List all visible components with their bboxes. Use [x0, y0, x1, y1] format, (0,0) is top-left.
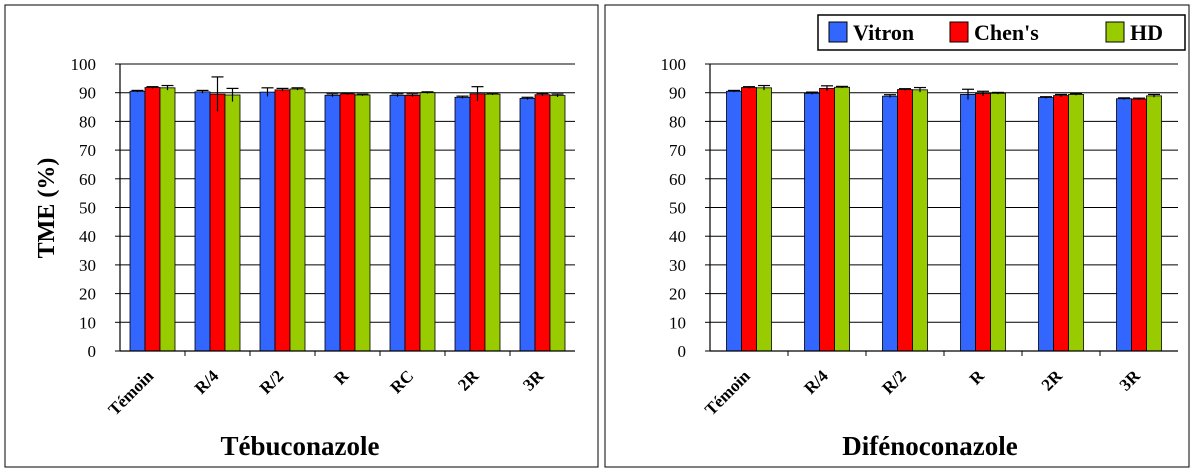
bar-hd-3r	[1146, 95, 1162, 352]
bar-vitron-t-moin	[129, 90, 146, 352]
bar-chen-s-r-2	[274, 89, 291, 352]
bar-vitron-r-2	[882, 95, 898, 352]
bar-hd-r-2	[912, 89, 928, 352]
y-tick-label: 30	[79, 256, 96, 275]
bar-vitron-3r	[1116, 98, 1132, 352]
bar-vitron-rc	[389, 94, 406, 352]
bar-chen-s-t-moin	[144, 87, 161, 352]
bar-chen-s-2r	[1053, 95, 1069, 352]
y-tick-label: 50	[79, 199, 96, 218]
bar-hd-r-2	[289, 88, 306, 352]
y-tick-label: 60	[79, 170, 96, 189]
bar-chen-s-rc	[404, 94, 421, 352]
bar-hd-r-4	[224, 94, 241, 352]
y-tick-label: 70	[669, 141, 686, 160]
bar-chen-s-r-4	[819, 87, 835, 352]
bar-vitron-r	[960, 94, 976, 352]
bar-chen-s-2r	[469, 93, 486, 352]
bar-vitron-2r	[1038, 97, 1054, 352]
bar-vitron-2r	[454, 96, 471, 352]
bar-chen-s-r	[339, 93, 356, 352]
y-tick-label: 90	[79, 84, 96, 103]
right-x-axis-title: Difénoconazole	[842, 431, 1017, 461]
legend: Vitron Chen's HD	[817, 14, 1186, 51]
y-tick-label: 10	[79, 313, 96, 332]
y-tick-label: 0	[678, 342, 687, 361]
bar-hd-t-moin	[159, 87, 176, 352]
bar-chen-s-r	[975, 93, 991, 352]
bar-hd-2r	[1068, 94, 1084, 352]
bar-vitron-r-4	[804, 92, 820, 352]
y-tick-label: 80	[79, 112, 96, 131]
bar-chen-s-t-moin	[741, 87, 757, 352]
left-x-axis-title: Tébuconazole	[221, 431, 380, 461]
y-tick-label: 0	[88, 342, 97, 361]
y-tick-label: 20	[669, 285, 686, 304]
bar-hd-rc	[419, 92, 436, 352]
y-tick-label: 60	[669, 170, 686, 189]
bar-chen-s-r-4	[209, 93, 226, 352]
bar-hd-r	[990, 92, 1006, 352]
legend-swatch-chens	[949, 21, 969, 43]
bar-hd-r-4	[834, 86, 850, 352]
bar-vitron-3r	[519, 98, 536, 352]
y-tick-label: 10	[669, 313, 686, 332]
legend-label-chens: Chen's	[974, 20, 1039, 45]
y-tick-label: 30	[669, 256, 686, 275]
bar-hd-3r	[549, 95, 566, 352]
bar-vitron-r	[324, 94, 341, 352]
legend-label-vitron: Vitron	[853, 20, 914, 45]
legend-swatch-hd	[1105, 21, 1125, 43]
bar-hd-t-moin	[756, 87, 772, 352]
y-tick-label: 20	[79, 285, 96, 304]
legend-swatch-vitron	[828, 21, 848, 43]
bar-chen-s-r-2	[897, 89, 913, 352]
legend-label-hd: HD	[1130, 20, 1163, 45]
y-tick-label: 40	[669, 227, 686, 246]
bar-vitron-t-moin	[726, 90, 742, 352]
bar-chen-s-3r	[534, 94, 551, 352]
bar-chen-s-3r	[1131, 98, 1147, 352]
y-tick-label: 90	[669, 84, 686, 103]
bar-hd-r	[354, 94, 371, 352]
y-tick-label: 80	[669, 112, 686, 131]
y-tick-label: 50	[669, 199, 686, 218]
y-tick-label: 100	[661, 55, 687, 74]
y-tick-label: 100	[71, 55, 97, 74]
y-tick-label: 70	[79, 141, 96, 160]
bar-vitron-r-4	[194, 91, 211, 352]
y-tick-label: 40	[79, 227, 96, 246]
left-y-axis-title: TME (%)	[34, 158, 60, 259]
bar-hd-2r	[484, 93, 501, 352]
bar-vitron-r-2	[259, 91, 276, 352]
